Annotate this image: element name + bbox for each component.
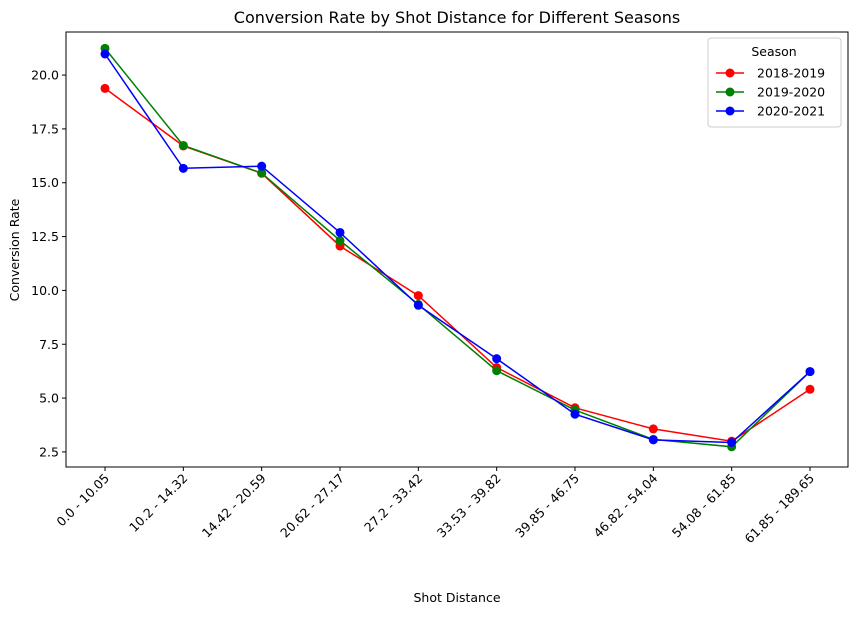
y-tick-label-5: 15.0 <box>31 175 59 190</box>
data-point-2018-2019-0 <box>100 83 110 93</box>
data-point-2018-2019-4 <box>413 291 423 301</box>
data-point-2020-2021-6 <box>570 409 580 419</box>
legend-marker-2020-2021 <box>725 106 735 116</box>
data-point-2020-2021-9 <box>805 367 815 377</box>
data-point-2020-2021-2 <box>257 161 267 171</box>
x-tick-label-4: 27.2 - 33.42 <box>361 471 425 535</box>
legend-label-2019-2020: 2019-2020 <box>757 85 825 100</box>
legend-marker-2018-2019 <box>725 68 735 78</box>
x-tick-label-1: 10.2 - 14.32 <box>126 471 190 535</box>
data-point-2020-2021-1 <box>178 163 188 173</box>
x-tick-label-7: 46.82 - 54.04 <box>590 470 660 540</box>
data-point-2018-2019-7 <box>648 424 658 434</box>
data-point-2020-2021-7 <box>648 435 658 445</box>
legend: Season 2018-2019 2019-2020 2020-2021 <box>707 37 842 128</box>
x-tick-label-3: 20.62 - 27.17 <box>277 471 347 541</box>
legend-label-2018-2019: 2018-2019 <box>757 66 825 81</box>
x-axis: 0.0 - 10.05 10.2 - 14.32 14.42 - 20.59 20.6… <box>53 467 817 546</box>
data-point-2019-2020-3 <box>335 235 345 245</box>
data-point-2020-2021-8 <box>727 437 737 447</box>
data-point-2020-2021-3 <box>335 227 345 237</box>
series-line-2019-2020 <box>104 47 811 448</box>
x-tick-label-0: 0.0 - 10.05 <box>53 471 112 530</box>
legend-box <box>707 37 842 128</box>
y-tick-label-3: 10.0 <box>31 283 59 298</box>
data-point-2019-2020-5 <box>492 366 502 376</box>
legend-marker-2019-2020 <box>725 87 735 97</box>
legend-title: Season <box>751 44 796 59</box>
y-axis-label: Conversion Rate <box>7 198 22 301</box>
data-point-2020-2021-0 <box>100 49 110 59</box>
chart-title: Conversion Rate by Shot Distance for Dif… <box>234 8 680 27</box>
data-point-2020-2021-5 <box>492 354 502 364</box>
y-tick-label-1: 5.0 <box>39 391 59 406</box>
y-axis: 2.5 5.0 7.5 10.0 12.5 15.0 17.5 20.0 <box>31 68 66 459</box>
legend-label-2020-2021: 2020-2021 <box>757 104 825 119</box>
y-tick-label-4: 12.5 <box>31 229 59 244</box>
y-tick-label-2: 7.5 <box>39 337 59 352</box>
series-line-2020-2021 <box>104 53 811 444</box>
axes-frame <box>65 31 849 468</box>
data-point-2019-2020-2 <box>257 168 267 178</box>
data-point-2018-2019-9 <box>805 384 815 394</box>
y-tick-label-0: 2.5 <box>39 444 59 459</box>
plot-area <box>100 43 815 452</box>
x-tick-label-8: 54.08 - 61.85 <box>669 471 739 541</box>
y-tick-label-7: 20.0 <box>31 68 59 83</box>
x-axis-label: Shot Distance <box>413 590 500 605</box>
x-tick-label-2: 14.42 - 20.59 <box>199 470 269 540</box>
x-tick-label-6: 39.85 - 46.75 <box>512 471 582 541</box>
x-tick-label-5: 33.53 - 39.82 <box>434 471 504 541</box>
legend-items: 2018-2019 2019-2020 2020-2021 <box>716 66 825 119</box>
data-point-2019-2020-1 <box>178 140 188 150</box>
x-tick-label-9: 61.85 - 189.65 <box>741 471 817 547</box>
data-point-2020-2021-4 <box>413 300 423 310</box>
y-tick-label-6: 17.5 <box>31 121 59 136</box>
series-line-2018-2019 <box>104 87 811 442</box>
